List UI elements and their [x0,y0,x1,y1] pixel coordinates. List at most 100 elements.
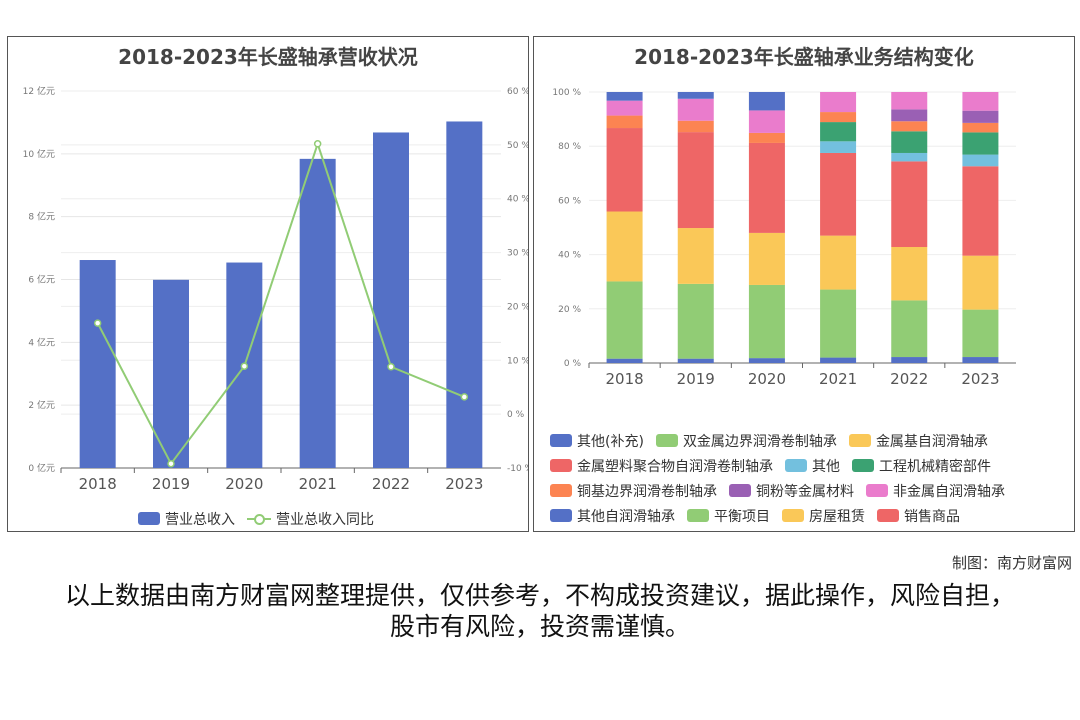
bar [373,132,409,468]
bar [446,121,483,468]
stacked-bar-segment [677,132,714,229]
legend-item[interactable]: 平衡项目 [687,503,770,528]
x-tick-label: 2020 [225,475,263,493]
line-point [167,459,175,468]
stacked-bar-segment [748,110,785,133]
stacked-bar-segment [677,120,714,133]
legend-label: 销售商品 [904,508,960,525]
x-tick-label: 2019 [152,475,190,493]
stacked-bar-segment [962,132,999,155]
stacked-bar-segment [891,152,928,162]
revenue-chart-panel: 2018-2023年长盛轴承营收状况 0 亿元 2 亿元 4 亿元 6 亿元 8 亿元 1… [7,36,529,532]
stacked-bar-segment [606,92,643,101]
stacked-bar-segment [606,281,643,359]
stacked-bar-segment [677,98,714,121]
legend: 营业总收入 营业总收入同比 [138,506,386,531]
legend-item[interactable]: 金属塑料聚合物自润滑卷制轴承 [550,453,773,478]
stacked-bar-segment [748,358,785,363]
x-tick-label: 2019 [677,370,715,388]
legend-item[interactable]: 铜基边界润滑卷制轴承 [550,478,717,503]
y-right-tick: 50 % [507,141,528,151]
stacked-bar-segment [962,166,999,256]
x-tick-label: 2022 [372,475,410,493]
line-point [240,362,249,370]
legend-swatch [785,459,807,472]
legend-item[interactable]: 其他 [785,453,840,478]
stacked-bar-segment [677,358,714,363]
disclaimer-text: 以上数据由南方财富网整理提供，仅供参考，不构成投资建议，据此操作，风险自担，股市… [64,581,1015,641]
stacked-bar-segment [748,92,785,111]
stacked-bar-segment [677,283,714,359]
legend-item[interactable]: 工程机械精密部件 [852,453,991,478]
legend-item[interactable]: 销售商品 [877,503,960,528]
legend-label: 其他自润滑轴承 [577,508,675,525]
stacked-bar-segment [748,232,785,285]
legend-swatch [848,434,871,447]
growth-line [96,140,465,466]
legend-label: 非金属自润滑轴承 [893,483,1005,500]
stacked-bar-segment [962,309,999,358]
x-tick-label: 2023 [445,475,483,493]
legend-swatch [866,484,888,497]
legend-swatch [550,434,572,447]
y-tick: 0 % [564,359,582,369]
legend-swatch [729,484,751,497]
stacked-bar-segment [748,142,785,233]
y-tick: 80 % [558,142,581,152]
stacked-bar-segment [891,161,928,248]
stacked-bar-segment [606,115,643,129]
y-right-tick: 0 % [507,410,525,420]
y-tick: 100 % [552,88,581,98]
stacked-bar-segment [677,92,714,99]
x-tick-label: 2023 [961,370,999,388]
legend-label: 营业总收入同比 [276,511,374,528]
y-left-tick: 6 亿元 [28,274,55,286]
stacked-bar-segment [820,357,857,363]
stacked-bar-segment [891,247,928,301]
legend-swatch [782,509,804,522]
stacked-bar-segment [820,235,857,290]
x-tick-label: 2020 [748,370,786,388]
legend-swatch [550,459,572,472]
legend-item[interactable]: 其他(补充) [550,428,644,453]
stacked-bar-segment [891,131,928,153]
legend-swatch [138,512,160,525]
legend-item[interactable]: 营业总收入同比 [247,506,374,531]
stacked-bar-segment [820,152,857,236]
y-right-tick: 20 % [507,302,528,312]
x-tick-label: 2018 [79,475,117,493]
stacked-bar-segment [606,128,643,212]
credit-text: 制图：南方财富网 [951,554,1072,572]
legend: 其他(补充) 双金属边界润滑卷制轴承 金属基自润滑轴承 金属塑料聚合物自润滑卷制轴承其… [550,428,1070,528]
legend-item[interactable]: 房屋租赁 [782,503,865,528]
y-right-tick: 40 % [507,195,528,205]
legend-label: 平衡项目 [714,508,770,525]
legend-item[interactable]: 营业总收入 [138,506,235,531]
y-left-tick: 12 亿元 [23,85,55,97]
stacked-bar-segment [606,358,643,363]
legend-item[interactable]: 金属基自润滑轴承 [848,428,988,453]
chart-title: 2018-2023年长盛轴承营收状况 [118,45,418,69]
legend-label: 铜粉等金属材料 [756,483,854,500]
stacked-bar-segment [820,141,857,153]
legend-label: 金属基自润滑轴承 [875,433,988,450]
legend-item[interactable]: 双金属边界润滑卷制轴承 [655,428,837,453]
bar [79,260,116,468]
legend-item[interactable]: 非金属自润滑轴承 [866,478,1005,503]
y-tick: 60 % [558,196,581,206]
legend-swatch [687,509,709,522]
stacked-bar-segment [962,122,999,133]
legend-item[interactable]: 铜粉等金属材料 [729,478,854,503]
line-point [93,319,102,327]
bar [153,279,189,468]
stacked-bar-segment [606,211,643,282]
stacked-bar-segment [891,121,928,132]
x-tick-label: 2018 [605,370,643,388]
legend-item[interactable]: 其他自润滑轴承 [550,503,675,528]
legend-swatch [655,434,678,447]
stacked-bar-segment [891,109,928,122]
stacked-bar-segment [962,255,999,310]
y-right-tick: 60 % [507,87,528,97]
chart-title: 2018-2023年长盛轴承业务结构变化 [634,45,974,69]
stacked-bar-segment [891,357,928,363]
